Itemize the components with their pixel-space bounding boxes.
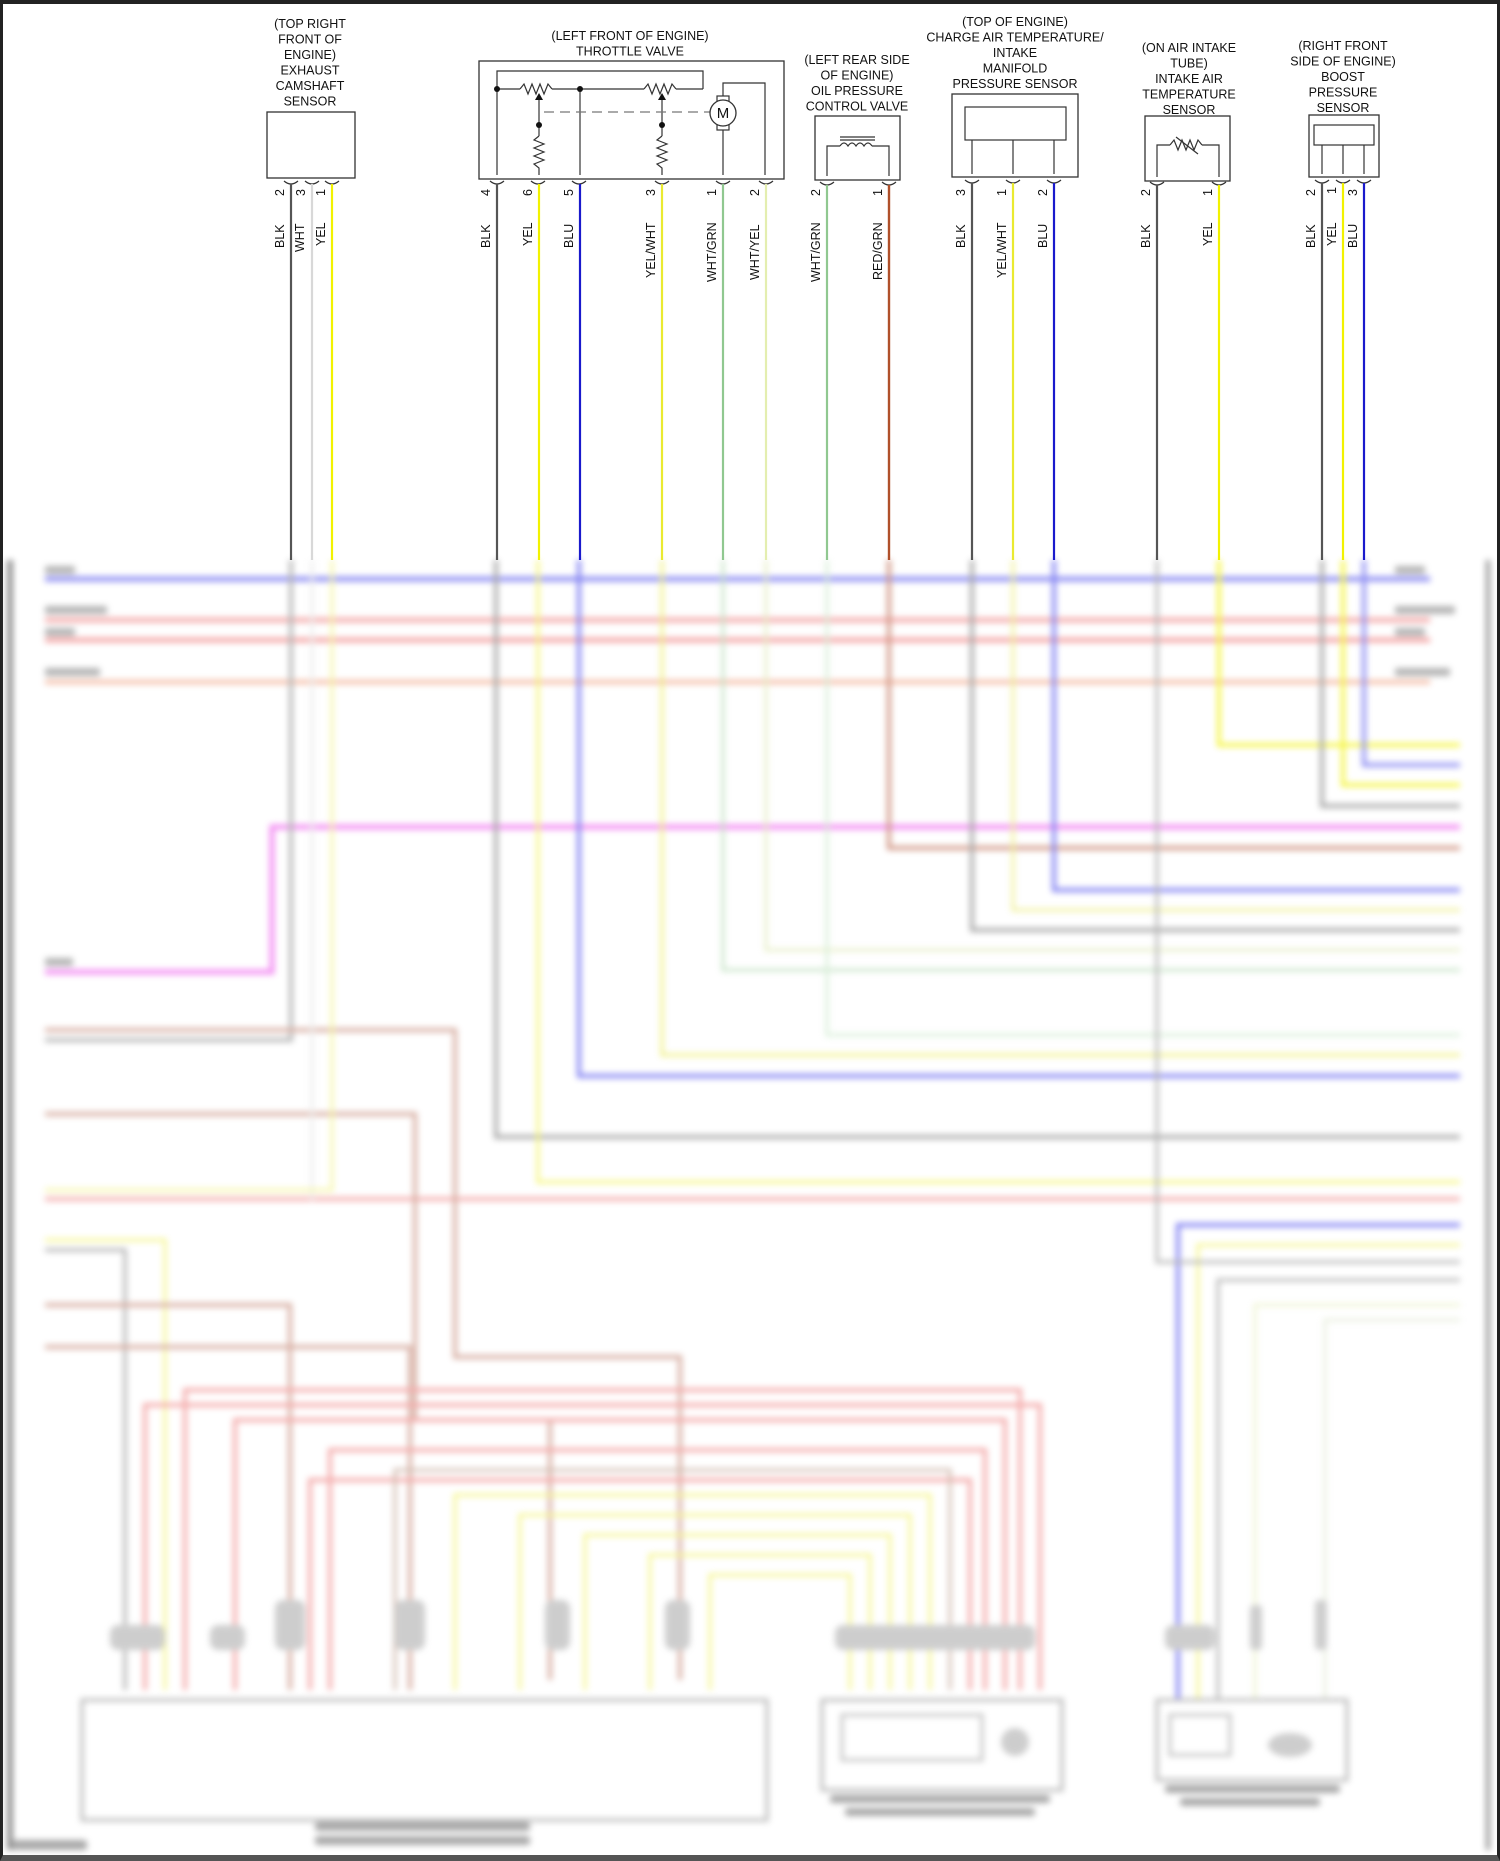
pin-number: 1 [1325,187,1339,194]
blurred-lower-section [7,560,1490,1850]
pin-number: 3 [294,189,308,196]
pin-number: 3 [1346,189,1360,196]
component-box [814,115,901,181]
charge-air-temp-map-sensor: (TOP OF ENGINE) CHARGE AIR TEMPERATURE/IN… [926,15,1104,560]
wire-color-label: BLK [479,224,493,248]
wire-color-label: YEL/WHT [644,222,658,278]
pin-number: 2 [809,189,823,196]
wire-color-label: WHT [293,223,307,252]
component-title: (LEFT FRONT OF ENGINE) THROTTLE VALVE [551,29,708,59]
pin-number: 1 [314,189,328,196]
component-title: (TOP OF ENGINE) CHARGE AIR TEMPERATURE/IN… [926,15,1104,91]
wire-color-label: WHT/YEL [748,224,762,280]
exhaust-camshaft-sensor: (TOP RIGHT FRONT OF ENGINE) EXHAUST CAMSHAFT… [266,17,356,560]
wire-color-label: YEL [521,222,535,246]
pin-number: 3 [644,189,658,196]
wire-color-label: RED/GRN [871,222,885,280]
wire-color-label: YEL/WHT [995,222,1009,278]
connector-symbol [1149,181,1227,186]
solenoid-coil-icon [826,136,890,176]
pin-number: 4 [479,189,493,196]
oil-pressure-control-valve: (LEFT REAR SIDE OF ENGINE) OIL PRESSURE CON… [804,53,910,560]
pin-number: 5 [562,189,576,196]
pin-number: 1 [871,189,885,196]
motor-icon [709,99,737,127]
wire-color-label: BLK [1139,224,1153,248]
component-title: (RIGHT FRONT SIDE OF ENGINE) BOOST PRESSURE… [1290,39,1396,115]
boost-pressure-sensor: (RIGHT FRONT SIDE OF ENGINE) BOOST PRESSURE… [1290,39,1396,560]
wire-color-label: BLK [954,224,968,248]
connector-symbol [819,181,897,186]
motor-label: M [717,105,730,122]
component-title: (TOP RIGHT FRONT OF ENGINE) EXHAUST CAMSHAFT… [274,17,346,109]
sensor-box [1144,115,1231,182]
wire-color-label: YEL [1325,222,1339,246]
wire-color-label: BLU [562,224,576,248]
throttle-internal-circuit [496,70,766,175]
connector-symbol [489,180,774,185]
connector-symbol [1314,179,1372,184]
wire-color-label: BLK [1304,224,1318,248]
wire-color-label: BLU [1346,224,1360,248]
wire-color-label: WHT/GRN [809,222,823,282]
connector-symbol [283,180,340,185]
pin-number: 1 [705,189,719,196]
component-title: (ON AIR INTAKE TUBE) INTAKE AIR TEMPERATURE… [1142,41,1236,117]
sensor-element [1313,124,1375,146]
thermistor-icon [1156,136,1220,177]
sensor-element [964,106,1067,141]
component-title: (LEFT REAR SIDE OF ENGINE) OIL PRESSURE CON… [804,53,909,114]
pin-number: 2 [1304,189,1318,196]
wire-color-label: YEL [314,222,328,246]
wire-color-label: BLK [273,224,287,248]
pin-number: 2 [1036,189,1050,196]
sensor-box [1308,114,1380,178]
sensor-box [266,111,356,179]
throttle-valve: (LEFT FRONT OF ENGINE) THROTTLE VALVE M [478,29,785,560]
pin-number: 2 [1139,189,1153,196]
pin-number: 2 [748,189,762,196]
wire-color-label: BLU [1036,224,1050,248]
connector-symbol [964,179,1062,184]
pin-number: 1 [995,189,1009,196]
pin-number: 3 [954,189,968,196]
wire-color-label: WHT/GRN [705,222,719,282]
pin-number: 6 [521,189,535,196]
component-box [478,60,785,180]
pin-number: 1 [1201,189,1215,196]
intake-air-temperature-sensor: (ON AIR INTAKE TUBE) INTAKE AIR TEMPERATURE… [1139,41,1236,560]
pin-number: 2 [273,189,287,196]
wire-color-label: YEL [1201,222,1215,246]
